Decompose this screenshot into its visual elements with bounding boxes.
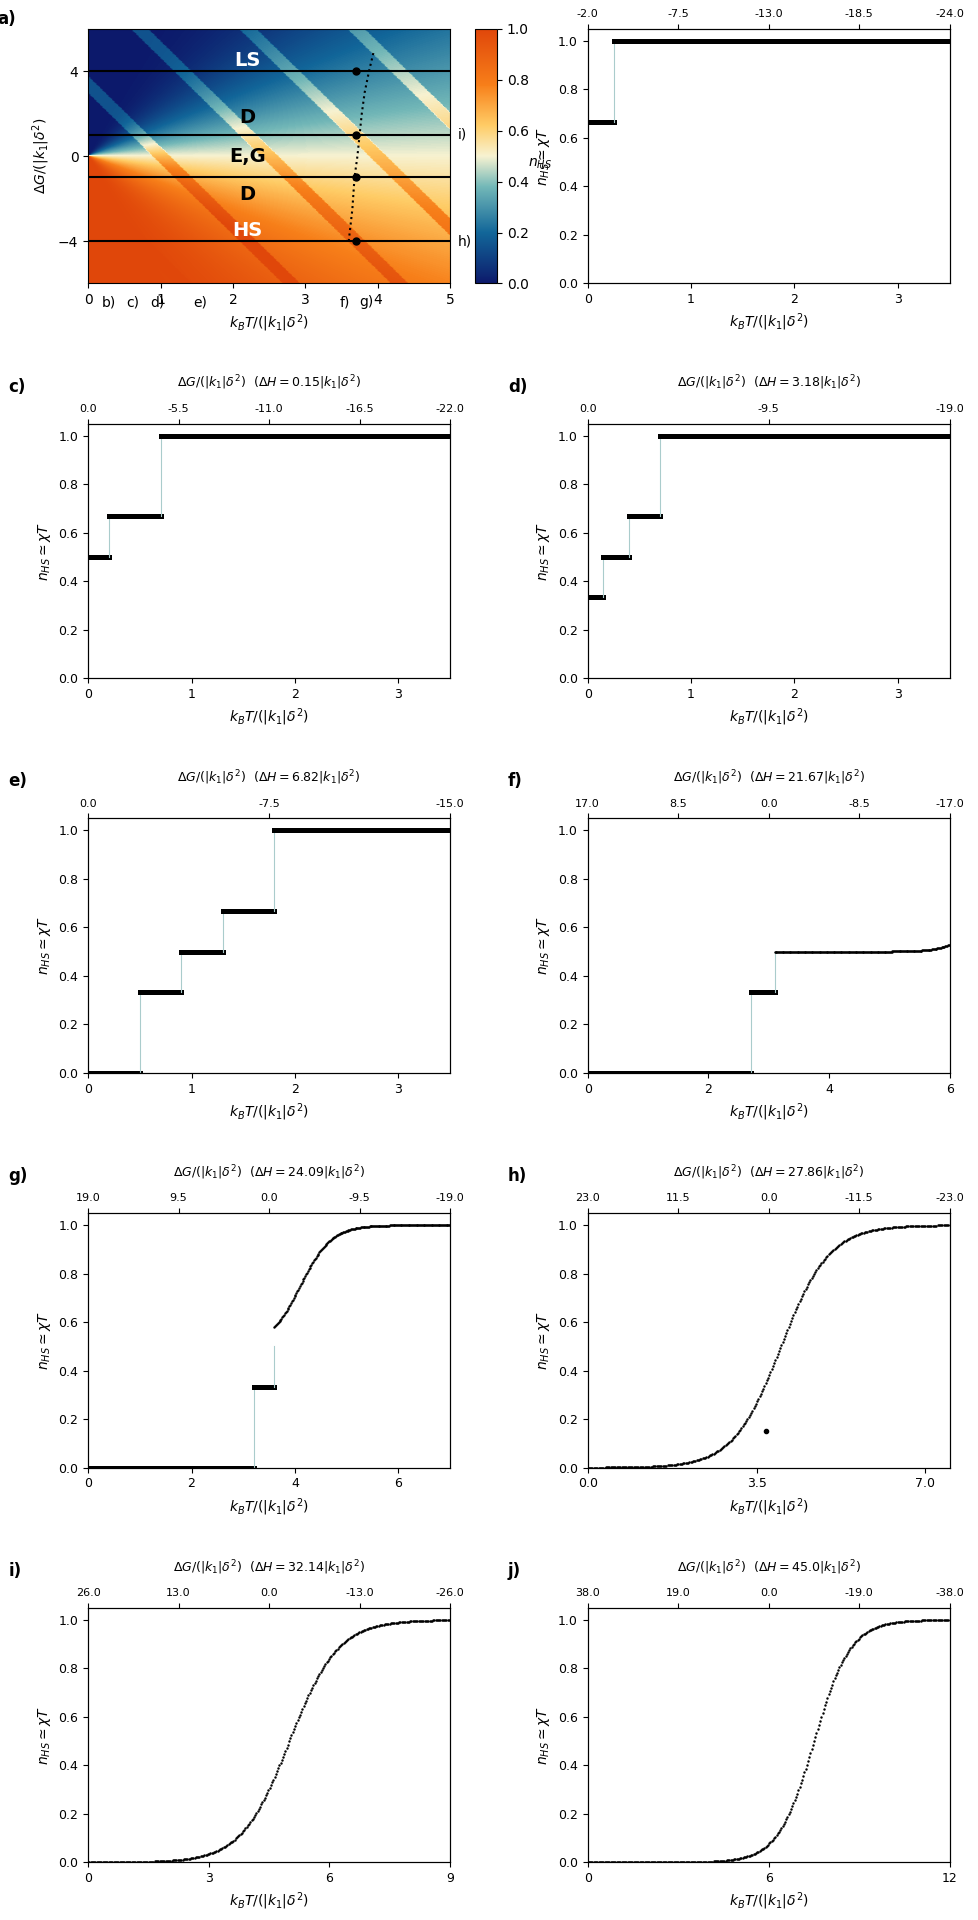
- Y-axis label: $n_{HS} \simeq \chi T$: $n_{HS} \simeq \chi T$: [535, 916, 552, 975]
- Title: $\Delta G/(|k_1|\delta^2)$  $(\Delta H=45.0|k_1|\delta^2)$: $\Delta G/(|k_1|\delta^2)$ $(\Delta H=45…: [676, 1557, 860, 1576]
- X-axis label: $k_BT/(|k_1|\delta^2)$: $k_BT/(|k_1|\delta^2)$: [229, 1102, 309, 1123]
- Text: c): c): [9, 378, 25, 396]
- Text: h): h): [508, 1167, 527, 1185]
- Text: E,G: E,G: [229, 146, 265, 165]
- X-axis label: $k_BT/(|k_1|\delta^2)$: $k_BT/(|k_1|\delta^2)$: [229, 707, 309, 728]
- Y-axis label: $n_{HS} \simeq \chi T$: $n_{HS} \simeq \chi T$: [36, 1311, 53, 1371]
- Text: f): f): [508, 772, 522, 791]
- X-axis label: $k_BT/(|k_1|\delta^2)$: $k_BT/(|k_1|\delta^2)$: [728, 1496, 808, 1517]
- Text: i): i): [9, 1561, 22, 1580]
- Title: $\Delta G/(|k_1|\delta^2)$  $(\Delta H=27.86|k_1|\delta^2)$: $\Delta G/(|k_1|\delta^2)$ $(\Delta H=27…: [672, 1164, 864, 1183]
- Text: g): g): [9, 1167, 27, 1185]
- Title: $\Delta G/(|k_1|\delta^2)$  $(\Delta H=0.15|k_1|\delta^2)$: $\Delta G/(|k_1|\delta^2)$ $(\Delta H=0.…: [177, 374, 361, 392]
- Text: j): j): [508, 1561, 520, 1580]
- Y-axis label: $n_{HS} \simeq \chi T$: $n_{HS} \simeq \chi T$: [535, 1705, 552, 1764]
- Text: LS: LS: [234, 52, 260, 71]
- Text: D: D: [239, 184, 255, 204]
- Text: e): e): [9, 772, 27, 791]
- X-axis label: $k_BT/(|k_1|\delta^2)$: $k_BT/(|k_1|\delta^2)$: [728, 311, 808, 334]
- Text: f): f): [339, 296, 350, 309]
- Text: b): b): [101, 296, 115, 309]
- Title: $\Delta G/(|k_1|\delta^2)$  $(\Delta H=24.09|k_1|\delta^2)$: $\Delta G/(|k_1|\delta^2)$ $(\Delta H=24…: [173, 1164, 365, 1183]
- Y-axis label: $n_{HS} \simeq \chi T$: $n_{HS} \simeq \chi T$: [36, 520, 53, 580]
- Text: h): h): [457, 234, 471, 248]
- Title: $\Delta G/(|k_1|\delta^2)$  $(\Delta H=6.82|k_1|\delta^2)$: $\Delta G/(|k_1|\delta^2)$ $(\Delta H=6.…: [177, 768, 361, 787]
- Text: c): c): [126, 296, 139, 309]
- Y-axis label: $n_{HS} \simeq \chi T$: $n_{HS} \simeq \chi T$: [36, 1705, 53, 1764]
- Text: e): e): [194, 296, 207, 309]
- Text: d): d): [508, 378, 527, 396]
- Text: D: D: [239, 108, 255, 127]
- X-axis label: $k_BT/(|k_1|\delta^2)$: $k_BT/(|k_1|\delta^2)$: [229, 313, 309, 334]
- X-axis label: $k_BT/(|k_1|\delta^2)$: $k_BT/(|k_1|\delta^2)$: [728, 707, 808, 728]
- Title: $\Delta G/(|k_1|\delta^2)$  $(\Delta H=3.18|k_1|\delta^2)$: $\Delta G/(|k_1|\delta^2)$ $(\Delta H=3.…: [676, 374, 860, 392]
- Y-axis label: $n_{HS} \simeq \chi T$: $n_{HS} \simeq \chi T$: [535, 1311, 552, 1371]
- Y-axis label: $n_{HS} \simeq \chi T$: $n_{HS} \simeq \chi T$: [535, 127, 552, 186]
- Y-axis label: $\Delta G/(|k_1|\delta^2)$: $\Delta G/(|k_1|\delta^2)$: [31, 117, 53, 194]
- Title: $\Delta G/(|k_1|\delta^2)$  $(\Delta H=32.14|k_1|\delta^2)$: $\Delta G/(|k_1|\delta^2)$ $(\Delta H=32…: [173, 1557, 365, 1576]
- Text: g): g): [359, 296, 374, 309]
- Text: HS: HS: [232, 221, 262, 240]
- X-axis label: $k_BT/(|k_1|\delta^2)$: $k_BT/(|k_1|\delta^2)$: [229, 1496, 309, 1517]
- Y-axis label: $n_{HS} \simeq \chi T$: $n_{HS} \simeq \chi T$: [535, 520, 552, 580]
- X-axis label: $k_BT/(|k_1|\delta^2)$: $k_BT/(|k_1|\delta^2)$: [229, 1891, 309, 1912]
- Text: d): d): [150, 296, 164, 309]
- Y-axis label: $n_{HS} \simeq \chi T$: $n_{HS} \simeq \chi T$: [36, 916, 53, 975]
- Title: $\Delta G/(|k_1|\delta^2)$  $(\Delta H=21.67|k_1|\delta^2)$: $\Delta G/(|k_1|\delta^2)$ $(\Delta H=21…: [672, 768, 864, 787]
- Y-axis label: $n_{HS}$: $n_{HS}$: [527, 156, 552, 171]
- X-axis label: $k_BT/(|k_1|\delta^2)$: $k_BT/(|k_1|\delta^2)$: [728, 1891, 808, 1912]
- Text: a): a): [0, 10, 17, 27]
- Text: i): i): [457, 129, 467, 142]
- X-axis label: $k_BT/(|k_1|\delta^2)$: $k_BT/(|k_1|\delta^2)$: [728, 1102, 808, 1123]
